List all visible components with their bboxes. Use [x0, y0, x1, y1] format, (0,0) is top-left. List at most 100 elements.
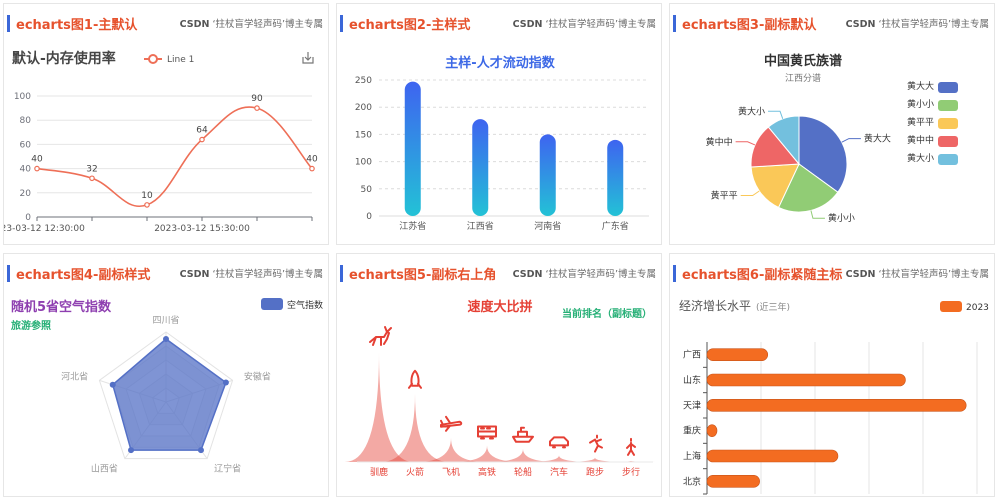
- bar: [607, 139, 624, 216]
- slice-label: 黄小小: [828, 212, 855, 224]
- csdn-label: CSDN: [512, 269, 543, 280]
- blog-badge: CSDN ‘拄杖盲学轻声码’博主专属: [846, 16, 989, 30]
- speed-peak: [524, 455, 594, 462]
- legend-label: 2023: [966, 303, 989, 313]
- legend-swatch: [938, 100, 958, 111]
- y-tick-label: 上海: [683, 450, 701, 462]
- label-line: [740, 190, 760, 196]
- panel-header: echarts图1-主默认 CSDN ‘拄杖盲学轻声码’博主专属: [4, 4, 328, 34]
- y-tick-label: 重庆: [683, 425, 701, 437]
- y-tick-label: 250: [355, 76, 372, 86]
- blog-badge: CSDN ‘拄杖盲学轻声码’博主专属: [180, 16, 323, 30]
- blog-badge: CSDN ‘拄杖盲学轻声码’博主专属: [513, 266, 656, 280]
- legend-marker: [148, 54, 158, 64]
- chart-title: 主样-人才流动指数: [445, 55, 555, 71]
- blog-suffix: 博主专属: [617, 19, 656, 30]
- y-tick-label: 100: [355, 158, 372, 168]
- legend-label: 黄小小: [907, 98, 934, 110]
- indicator-label: 四川省: [152, 314, 179, 326]
- label-line: [810, 210, 825, 219]
- data-label: 10: [141, 191, 153, 201]
- legend-swatch: [938, 118, 958, 129]
- data-label: 40: [31, 155, 43, 165]
- label-line: [841, 138, 861, 143]
- series-line: [36, 106, 313, 208]
- data-point: [199, 136, 205, 143]
- panel-title: echarts图6-副标紧随主标: [682, 268, 843, 283]
- ship-icon: [512, 426, 534, 443]
- y-tick-label: 150: [355, 130, 372, 140]
- data-point: [254, 105, 260, 111]
- horizontal-bar-chart: 经济增长水平(近三年)202302004006008001,000北京上海重庆天…: [679, 298, 989, 495]
- runner-icon: [589, 434, 603, 453]
- bar: [706, 373, 906, 387]
- panel-title: echarts图1-主默认: [16, 18, 138, 33]
- indicator-label: 安徽省: [244, 371, 271, 383]
- csdn-label: CSDN: [179, 19, 210, 30]
- deer-icon: [369, 326, 392, 346]
- panel-header: echarts图6-副标紧随主标 CSDN ‘拄杖盲学轻声码’博主专属: [670, 254, 994, 284]
- y-tick-label: 北京: [683, 475, 701, 487]
- speed-peak: [380, 393, 450, 462]
- data-label: 40: [306, 155, 318, 165]
- slice-label: 黄大大: [864, 133, 891, 145]
- blog-suffix: 博主专属: [950, 269, 989, 280]
- chart-panel-4: echarts图4-副标样式 CSDN ‘拄杖盲学轻声码’博主专属 随机5省空气指…: [3, 253, 329, 497]
- chart-title: 经济增长水平: [679, 298, 751, 313]
- radar-point: [128, 447, 135, 454]
- data-point: [34, 165, 40, 172]
- x-tick-label: 轮船: [514, 466, 532, 478]
- walker-icon: [626, 437, 636, 456]
- panel-header: echarts图3-副标默认 CSDN ‘拄杖盲学轻声码’博主专属: [670, 4, 994, 34]
- panel-header: echarts图2-主样式 CSDN ‘拄杖盲学轻声码’博主专属: [337, 4, 661, 34]
- icon-shape: [408, 369, 422, 389]
- label-line: [735, 141, 756, 146]
- x-tick-label: 广东省: [602, 220, 629, 232]
- data-label: 90: [251, 94, 263, 104]
- accent-bar: [673, 265, 676, 282]
- blog-name: ‘拄杖盲学轻声码’: [212, 269, 285, 280]
- icon-shape: [477, 425, 497, 440]
- icon-shape: [589, 434, 603, 453]
- x-tick-label: 飞机: [442, 466, 460, 478]
- y-tick-label: 200: [355, 103, 372, 113]
- csdn-label: CSDN: [179, 269, 210, 280]
- blog-name: ‘拄杖盲学轻声码’: [545, 19, 618, 30]
- panel-title: echarts图3-副标默认: [682, 18, 817, 33]
- x-tick-label: 汽车: [550, 466, 568, 478]
- chart-panel-5: echarts图5-副标右上角 CSDN ‘拄杖盲学轻声码’博主专属 速度大比拼当…: [336, 253, 662, 497]
- accent-bar: [340, 15, 343, 32]
- y-tick-label: 60: [20, 140, 32, 150]
- train-icon: [477, 425, 497, 440]
- legend-swatch: [940, 301, 962, 312]
- accent-bar: [673, 15, 676, 32]
- x-tick-label: 江苏省: [399, 220, 426, 232]
- panel-header: echarts图4-副标样式 CSDN ‘拄杖盲学轻声码’博主专属: [4, 254, 328, 284]
- x-tick-label: 高铁: [478, 466, 496, 478]
- icon-shape: [369, 326, 392, 346]
- icon-shape: [512, 426, 534, 443]
- x-tick-label: 跑步: [586, 466, 604, 478]
- blog-badge: CSDN ‘拄杖盲学轻声码’博主专属: [180, 266, 323, 280]
- blog-name: ‘拄杖盲学轻声码’: [212, 19, 285, 30]
- download-icon: [302, 52, 314, 64]
- accent-bar: [340, 265, 343, 282]
- accent-bar: [7, 265, 10, 282]
- panel-title: echarts图5-副标右上角: [349, 268, 497, 283]
- chart-panel-1: echarts图1-主默认 CSDN ‘拄杖盲学轻声码’博主专属 默认-内存使用率…: [3, 3, 329, 245]
- slice-label: 黄中中: [706, 136, 733, 148]
- radar-point: [222, 379, 229, 386]
- csdn-label: CSDN: [845, 19, 876, 30]
- y-tick-label: 0: [366, 212, 372, 222]
- radar-point: [109, 381, 116, 388]
- x-tick-label: 2023-03-12 15:30:00: [154, 224, 250, 234]
- y-tick-label: 广西: [683, 349, 701, 361]
- y-tick-label: 40: [20, 165, 32, 175]
- slice-label: 黄平平: [711, 189, 738, 201]
- indicator-label: 辽宁省: [214, 462, 241, 474]
- bar: [706, 348, 769, 361]
- blog-badge: CSDN ‘拄杖盲学轻声码’博主专属: [846, 266, 989, 280]
- legend-label: Line 1: [167, 55, 194, 65]
- legend-swatch: [938, 154, 958, 165]
